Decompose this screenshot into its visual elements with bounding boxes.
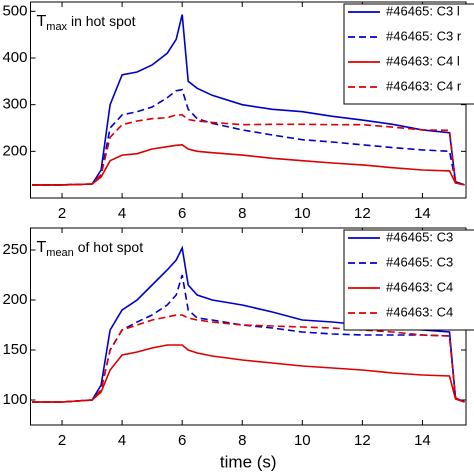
x-tick-label: 6: [178, 205, 186, 222]
x-tick-label: 4: [118, 205, 126, 222]
series-line: [32, 314, 465, 403]
annotation-symbol: T: [37, 239, 47, 256]
legend-label: #46463: C4 r: [386, 78, 462, 93]
y-tick-label: 400: [2, 49, 27, 66]
series-line: [32, 14, 465, 186]
x-tick-label: 8: [238, 205, 246, 222]
legend-label: #46465: C3 l: [386, 3, 460, 18]
annotation-symbol: T: [37, 13, 47, 30]
y-tick-label: 100: [2, 391, 27, 408]
annotation-text: in hot spot: [67, 13, 136, 29]
x-tick-label: 6: [178, 432, 186, 449]
x-axis-label: time (s): [220, 452, 277, 471]
series-line: [32, 344, 465, 403]
series-line: [32, 114, 465, 186]
x-tick-label: 8: [238, 432, 246, 449]
legend-label: #46463: C4: [386, 279, 453, 294]
series-line: [32, 143, 465, 186]
series-line: [32, 88, 465, 186]
annotation-subscript: mean: [46, 247, 74, 259]
annotation-subscript: max: [46, 21, 67, 33]
x-tick-label: 12: [354, 432, 371, 449]
y-tick-label: 200: [2, 142, 27, 159]
annotation: Tmean of hot spot: [37, 239, 144, 259]
x-tick-label: 14: [414, 432, 431, 449]
x-tick-label: 12: [354, 205, 371, 222]
x-tick-label: 2: [58, 432, 66, 449]
x-tick-label: 2: [58, 205, 66, 222]
y-tick-label: 200: [2, 291, 27, 308]
y-tick-label: 250: [2, 241, 27, 258]
y-tick-label: 300: [2, 96, 27, 113]
y-tick-label: 150: [2, 341, 27, 358]
annotation-text: of hot spot: [74, 239, 143, 255]
legend-label: #46465: C3 r: [386, 28, 462, 43]
legend-label: #46465: C3: [386, 229, 453, 244]
series-line: [32, 274, 465, 403]
y-tick-label: 500: [2, 2, 27, 19]
x-tick-label: 4: [118, 432, 126, 449]
annotation: Tmax in hot spot: [37, 13, 136, 33]
x-tick-label: 10: [294, 205, 311, 222]
legend-label: #46463: C4: [386, 304, 453, 319]
legend-label: #46463: C4 l: [386, 53, 460, 68]
x-tick-label: 14: [414, 205, 431, 222]
x-tick-label: 10: [294, 432, 311, 449]
legend-label: #46465: C3: [386, 254, 453, 269]
